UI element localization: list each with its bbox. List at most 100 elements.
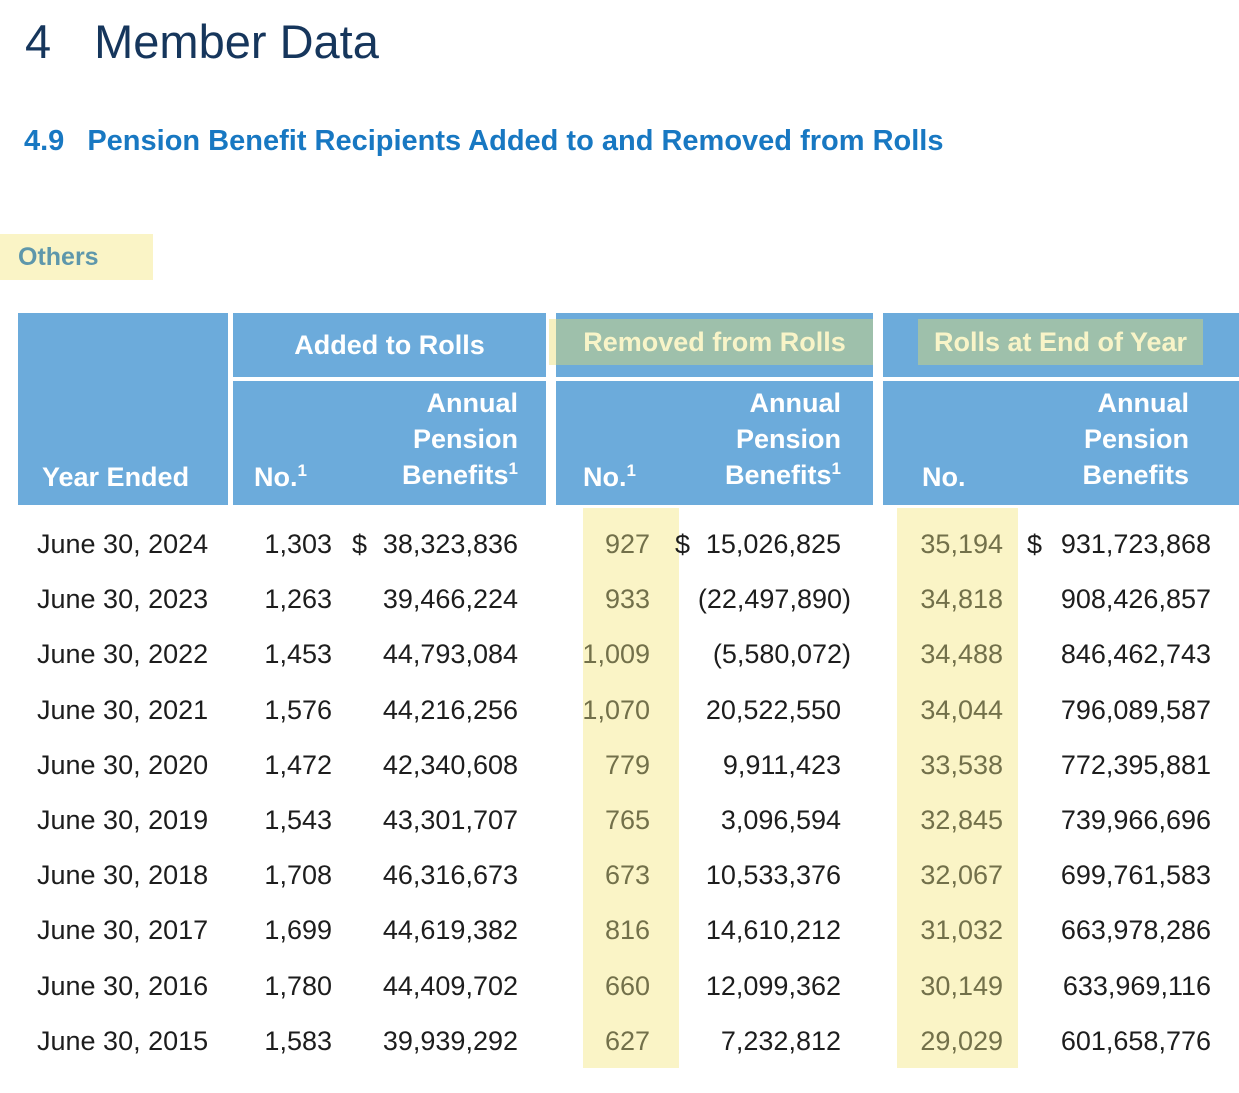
cell-year-ended: June 30, 2019 (18, 793, 230, 848)
cell-value: 9,911,423 (722, 749, 841, 780)
cell-removed-no: 673 (556, 848, 668, 903)
cell-value: 38,323,836 (382, 529, 518, 560)
cell-added-no: 1,543 (230, 793, 342, 848)
cell-value: 1,780 (264, 970, 332, 1001)
cell-value: 34,044 (920, 694, 1003, 725)
cell-value: June 30, 2015 (37, 1025, 209, 1056)
group-label-rolls-at-end-of-year: Rolls at End of Year (933, 326, 1188, 357)
group-header-row (883, 313, 1239, 381)
cell-removed-benefits: 7,232,812 (668, 1014, 875, 1069)
cell-rolls-benefits: 846,462,743 (1018, 627, 1239, 682)
cell-value: 633,969,116 (1062, 970, 1211, 1001)
cell-removed-benefits: 20,522,550 (668, 683, 875, 738)
cell-added-no: 1,472 (230, 738, 342, 793)
cell-rolls-benefits: 663,978,286 (1018, 903, 1239, 958)
dollar-sign: $ (1027, 529, 1043, 560)
table-row: June 30, 2020 1,472 42,340,608 779 9,911,423… (18, 738, 1239, 793)
cell-added-benefits: 46,316,673 (342, 848, 556, 903)
highlight-sliver (549, 319, 556, 365)
cell-rolls-no: 32,845 (875, 793, 1018, 848)
cell-value: June 30, 2022 (37, 639, 209, 670)
cell-rolls-no: 29,029 (875, 1014, 1018, 1069)
cell-value: June 30, 2017 (37, 915, 209, 946)
col-header-removed-no: No.1 (583, 461, 636, 492)
col-header-added-benefits: Annual Pension Benefits1 (402, 388, 518, 490)
cell-removed-no: 816 (556, 903, 668, 958)
cell-value: 1,543 (264, 805, 332, 836)
cell-value: 1,009 (582, 639, 650, 670)
cell-value: 34,488 (920, 639, 1003, 670)
col-header-rolls-no: No. (922, 462, 966, 492)
cell-value: 699,761,583 (1060, 860, 1211, 891)
cell-added-no: 1,583 (230, 1014, 342, 1069)
cell-added-benefits: 39,939,292 (342, 1014, 556, 1069)
cell-rolls-no: 32,067 (875, 848, 1018, 903)
cell-value: 39,939,292 (382, 1025, 518, 1056)
cell-value: 796,089,587 (1060, 694, 1211, 725)
cell-value: 1,453 (264, 639, 332, 670)
cell-year-ended: June 30, 2020 (18, 738, 230, 793)
table-row: June 30, 2017 1,699 44,619,382 816 14,610,21… (18, 903, 1239, 958)
cell-value: 3,096,594 (720, 805, 841, 836)
table-row: June 30, 2019 1,543 43,301,707 765 3,096,594… (18, 793, 1239, 848)
cell-rolls-benefits: 699,761,583 (1018, 848, 1239, 903)
footnote-ref: 1 (831, 459, 841, 478)
cell-rolls-no: 33,538 (875, 738, 1018, 793)
cell-rolls-benefits: 633,969,116 (1018, 959, 1239, 1014)
cell-value: 32,067 (920, 860, 1003, 891)
cell-removed-benefits: (5,580,072) (668, 627, 875, 682)
cell-removed-no: 660 (556, 959, 668, 1014)
chapter-heading: 4 Member Data (25, 14, 379, 69)
cell-rolls-benefits: 908,426,857 (1018, 572, 1239, 627)
cell-rolls-benefits: 772,395,881 (1018, 738, 1239, 793)
cell-rolls-benefits: 796,089,587 (1018, 683, 1239, 738)
cell-added-benefits: 39,466,224 (342, 572, 556, 627)
cell-value: 42,340,608 (382, 749, 518, 780)
cell-value: 33,538 (920, 749, 1003, 780)
cell-value: 1,699 (264, 915, 332, 946)
cell-year-ended: June 30, 2024 (18, 517, 230, 572)
cell-removed-benefits: (22,497,890) (668, 572, 875, 627)
cell-removed-no: 1,009 (556, 627, 668, 682)
cell-value: June 30, 2019 (37, 805, 209, 836)
table-row: June 30, 2023 1,263 39,466,224 933 (22,497,8… (18, 572, 1239, 627)
others-label: Others (18, 242, 99, 271)
cell-rolls-no: 31,032 (875, 903, 1018, 958)
cell-value: 1,708 (264, 860, 332, 891)
group-header-row (556, 313, 873, 381)
cell-removed-no: 933 (556, 572, 668, 627)
cell-year-ended: June 30, 2021 (18, 683, 230, 738)
cell-value: 739,966,696 (1060, 805, 1211, 836)
cell-added-no: 1,780 (230, 959, 342, 1014)
cell-year-ended: June 30, 2023 (18, 572, 230, 627)
table-row: June 30, 2021 1,576 44,216,256 1,070 20,522,… (18, 683, 1239, 738)
cell-value: 779 (604, 749, 650, 780)
cell-value: 35,194 (920, 529, 1003, 560)
dollar-sign: $ (352, 529, 368, 560)
cell-value: 601,658,776 (1060, 1025, 1211, 1056)
col-header-rolls-benefits: Annual Pension Benefits (1082, 388, 1189, 490)
cell-value: 20,522,550 (705, 694, 841, 725)
cell-removed-no: 927 (556, 517, 668, 572)
cell-value: 765 (604, 805, 650, 836)
group-header-row: Added to Rolls (233, 313, 546, 381)
cell-added-no: 1,576 (230, 683, 342, 738)
cell-rolls-no: 34,044 (875, 683, 1018, 738)
cell-value: 31,032 (920, 915, 1003, 946)
cell-year-ended: June 30, 2022 (18, 627, 230, 682)
cell-added-benefits: 44,409,702 (342, 959, 556, 1014)
highlight-rolls-at-end-of-year: Rolls at End of Year (918, 319, 1203, 365)
cell-value: 1,303 (264, 529, 332, 560)
cell-removed-benefits: $15,026,825 (668, 517, 875, 572)
cell-removed-benefits: 3,096,594 (668, 793, 875, 848)
highlight-column-rolls-no (897, 508, 1018, 1068)
cell-value: 43,301,707 (382, 805, 518, 836)
cell-value: 931,723,868 (1060, 529, 1211, 560)
section-heading: 4.9 Pension Benefit Recipients Added to … (24, 125, 943, 158)
cell-rolls-no: 34,818 (875, 572, 1018, 627)
dollar-sign: $ (675, 529, 691, 560)
cell-value: 44,619,382 (382, 915, 518, 946)
cell-value: (5,580,072) (712, 639, 851, 670)
cell-added-benefits: 42,340,608 (342, 738, 556, 793)
